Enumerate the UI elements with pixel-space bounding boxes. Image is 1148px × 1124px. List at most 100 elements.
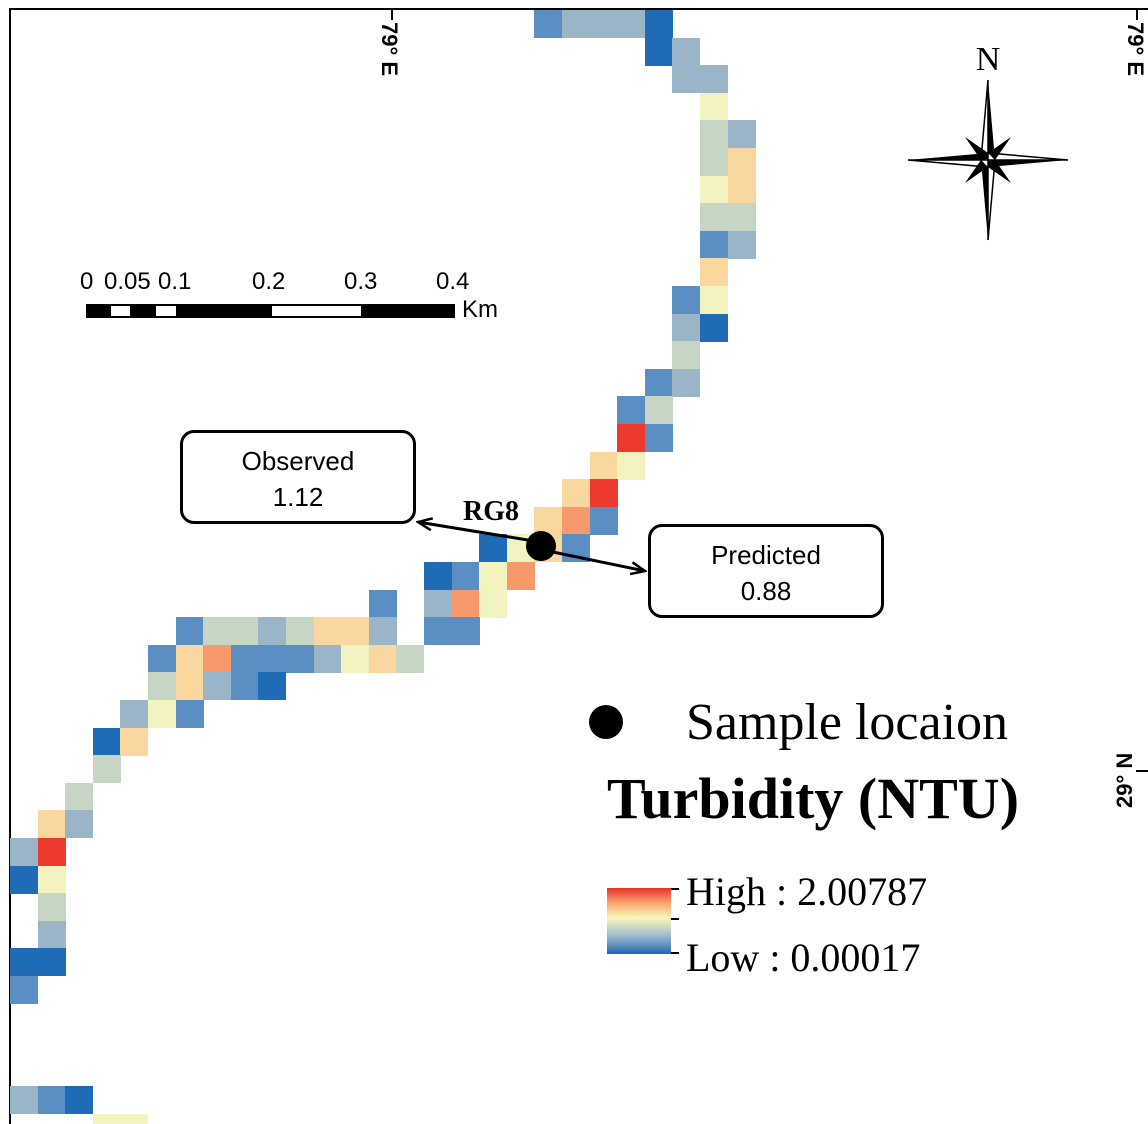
raster-cell xyxy=(617,424,646,452)
north-arrow-icon: N xyxy=(907,41,1069,241)
raster-cell xyxy=(175,644,204,673)
raster-cell xyxy=(727,203,756,232)
raster-cell xyxy=(203,672,232,701)
legend-low-label: Low : 0.00017 xyxy=(686,935,921,980)
raster-cell xyxy=(700,175,728,204)
raster-cell xyxy=(10,1086,38,1115)
raster-cell xyxy=(92,727,121,756)
predicted-value: 0.88 xyxy=(740,576,792,606)
raster-cell xyxy=(644,10,673,38)
raster-cell xyxy=(727,230,756,259)
predicted-callout: Predicted 0.88 xyxy=(648,524,884,618)
raster-cell xyxy=(672,65,701,94)
scale-tick-0-2: 0.2 xyxy=(252,268,286,295)
raster-cell xyxy=(727,148,756,176)
scale-bar: 0 0.05 0.1 0.2 0.3 0.4 Km xyxy=(80,268,520,328)
raster-cell xyxy=(230,644,259,673)
scale-seg-7 xyxy=(361,304,455,318)
raster-cell xyxy=(37,920,66,949)
legend-color-ramp xyxy=(607,888,671,954)
raster-cell xyxy=(700,92,728,121)
raster-cell xyxy=(230,672,259,701)
raster-cell xyxy=(368,589,397,618)
raster-cell xyxy=(258,644,287,673)
raster-cell xyxy=(175,700,204,728)
raster-cell xyxy=(644,396,673,425)
lat-tick-mark xyxy=(1136,770,1148,772)
raster-cell xyxy=(700,148,728,176)
raster-cell xyxy=(396,644,425,673)
raster-cell xyxy=(175,617,204,646)
raster-cell xyxy=(10,838,38,866)
raster-cell xyxy=(148,700,176,728)
raster-cell xyxy=(672,37,701,66)
raster-cell xyxy=(65,810,94,839)
predicted-arrow xyxy=(542,548,645,571)
observed-value: 1.12 xyxy=(272,482,324,512)
scale-tick-0-4: 0.4 xyxy=(436,268,470,295)
raster-cell xyxy=(368,617,397,646)
scale-unit: Km xyxy=(462,296,498,323)
raster-cell xyxy=(341,617,370,646)
raster-cell xyxy=(203,644,232,673)
raster-cell xyxy=(424,562,452,590)
raster-cell xyxy=(700,203,728,232)
raster-cell xyxy=(700,258,728,287)
raster-cell xyxy=(10,976,38,1004)
raster-cell xyxy=(313,617,342,646)
north-label: N xyxy=(976,41,1001,78)
raster-cell xyxy=(672,313,701,342)
raster-cell xyxy=(10,865,38,894)
raster-cell xyxy=(37,1086,66,1115)
legend-marker-label: Sample locaion xyxy=(686,694,1009,751)
raster-cell xyxy=(286,644,314,673)
legend-high-label: High : 2.00787 xyxy=(686,869,928,914)
legend-title: Turbidity (NTU) xyxy=(607,766,1020,831)
lon-tick-mark-1 xyxy=(391,8,393,20)
raster-cell xyxy=(700,230,728,259)
site-label: RG8 xyxy=(463,496,519,527)
raster-cell xyxy=(451,617,480,646)
raster-cell xyxy=(92,1114,121,1124)
raster-cell xyxy=(534,10,563,38)
raster-cell xyxy=(230,617,259,646)
raster-cell xyxy=(120,727,149,756)
observed-label: Observed xyxy=(241,446,355,476)
raster-cell xyxy=(700,286,728,314)
raster-cell xyxy=(727,120,756,149)
raster-cell xyxy=(700,120,728,149)
raster-cell xyxy=(175,672,204,701)
raster-cell xyxy=(258,672,287,701)
ramp-tick-mid xyxy=(671,918,679,920)
raster-cell xyxy=(727,175,756,204)
observed-callout: Observed 1.12 xyxy=(180,430,416,524)
scale-tick-0-1: 0.1 xyxy=(158,268,192,295)
raster-cell xyxy=(65,782,94,811)
raster-cell xyxy=(506,562,535,590)
raster-cell xyxy=(65,1086,94,1115)
legend-sample-marker-icon xyxy=(589,705,623,739)
raster-cell xyxy=(120,700,149,728)
raster-cell xyxy=(37,893,66,922)
raster-cell xyxy=(286,617,314,646)
raster-cell xyxy=(672,286,701,314)
observed-arrow xyxy=(418,522,541,544)
raster-cell xyxy=(120,1114,149,1124)
raster-cell xyxy=(479,562,508,590)
raster-cell xyxy=(534,506,563,535)
raster-cell xyxy=(644,37,673,66)
raster-cell xyxy=(341,644,370,673)
raster-cell xyxy=(700,313,728,342)
scale-tick-0: 0 xyxy=(80,268,94,295)
raster-cell xyxy=(424,589,452,618)
raster-cell xyxy=(644,368,673,397)
raster-cell xyxy=(589,451,618,480)
raster-cell xyxy=(10,948,38,977)
raster-cell xyxy=(148,644,176,673)
raster-cell xyxy=(368,644,397,673)
raster-cell xyxy=(672,341,701,370)
raster-cell xyxy=(258,617,287,646)
raster-cell xyxy=(617,451,646,480)
raster-cell xyxy=(451,589,480,618)
raster-cell xyxy=(424,617,452,646)
